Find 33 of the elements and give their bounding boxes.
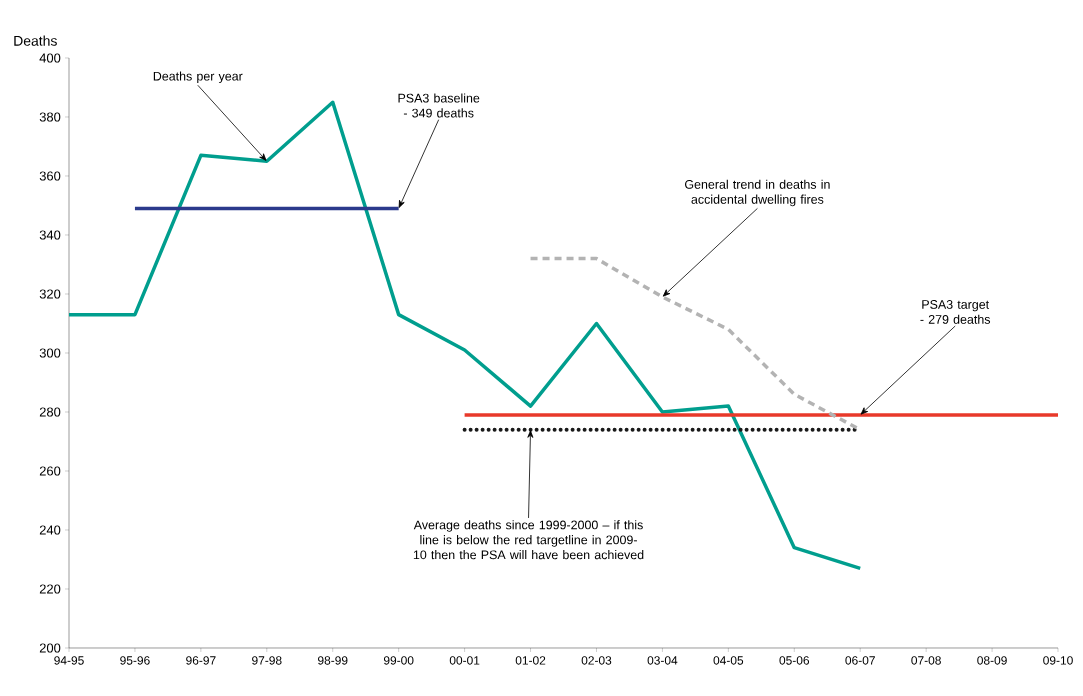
y-tick-label: 380 xyxy=(39,112,61,122)
annotation: PSA3 baseline - 349 deaths xyxy=(398,93,480,118)
y-tick-label: 200 xyxy=(39,643,61,653)
x-tick-label: 05-06 xyxy=(779,656,810,665)
y-axis-title: Deaths xyxy=(14,35,57,46)
x-tick-label: 09-10 xyxy=(1043,656,1073,665)
x-tick-label: 01-02 xyxy=(515,656,546,665)
y-tick-label: 320 xyxy=(39,289,61,299)
x-tick-label: 95-96 xyxy=(120,656,150,665)
x-tick-label: 00-01 xyxy=(449,656,480,665)
y-tick-label: 260 xyxy=(39,466,61,476)
x-tick-label: 02-03 xyxy=(581,656,612,665)
annotation: General trend in deaths in accidental dwelling fires xyxy=(685,179,830,207)
x-tick-label: 98-99 xyxy=(318,656,348,665)
x-tick-label: 04-05 xyxy=(713,656,744,665)
y-tick-label: 340 xyxy=(39,230,61,240)
annotation: Deaths per year xyxy=(153,71,243,84)
x-tick-label: 96-97 xyxy=(186,656,216,665)
annotation: Average deaths since 1999-2000 – if this line is below the red targetline in 2009-10 then the PSA will have been achieved xyxy=(413,520,644,560)
x-tick-label: 97-98 xyxy=(252,656,282,665)
y-tick-label: 240 xyxy=(39,525,61,535)
y-tick-label: 300 xyxy=(39,348,61,358)
x-tick-label: 03-04 xyxy=(647,656,678,665)
x-tick-label: 06-07 xyxy=(845,656,875,665)
y-tick-label: 220 xyxy=(39,584,61,594)
x-tick-label: 08-09 xyxy=(977,656,1007,665)
y-tick-label: 400 xyxy=(39,53,61,63)
annotation: PSA3 target - 279 deaths xyxy=(920,300,991,324)
x-tick-label: 94-95 xyxy=(54,656,84,665)
y-tick-label: 280 xyxy=(39,407,61,417)
x-tick-label: 99-00 xyxy=(383,656,414,665)
y-tick-label: 360 xyxy=(39,171,61,181)
x-tick-label: 07-08 xyxy=(911,656,941,665)
